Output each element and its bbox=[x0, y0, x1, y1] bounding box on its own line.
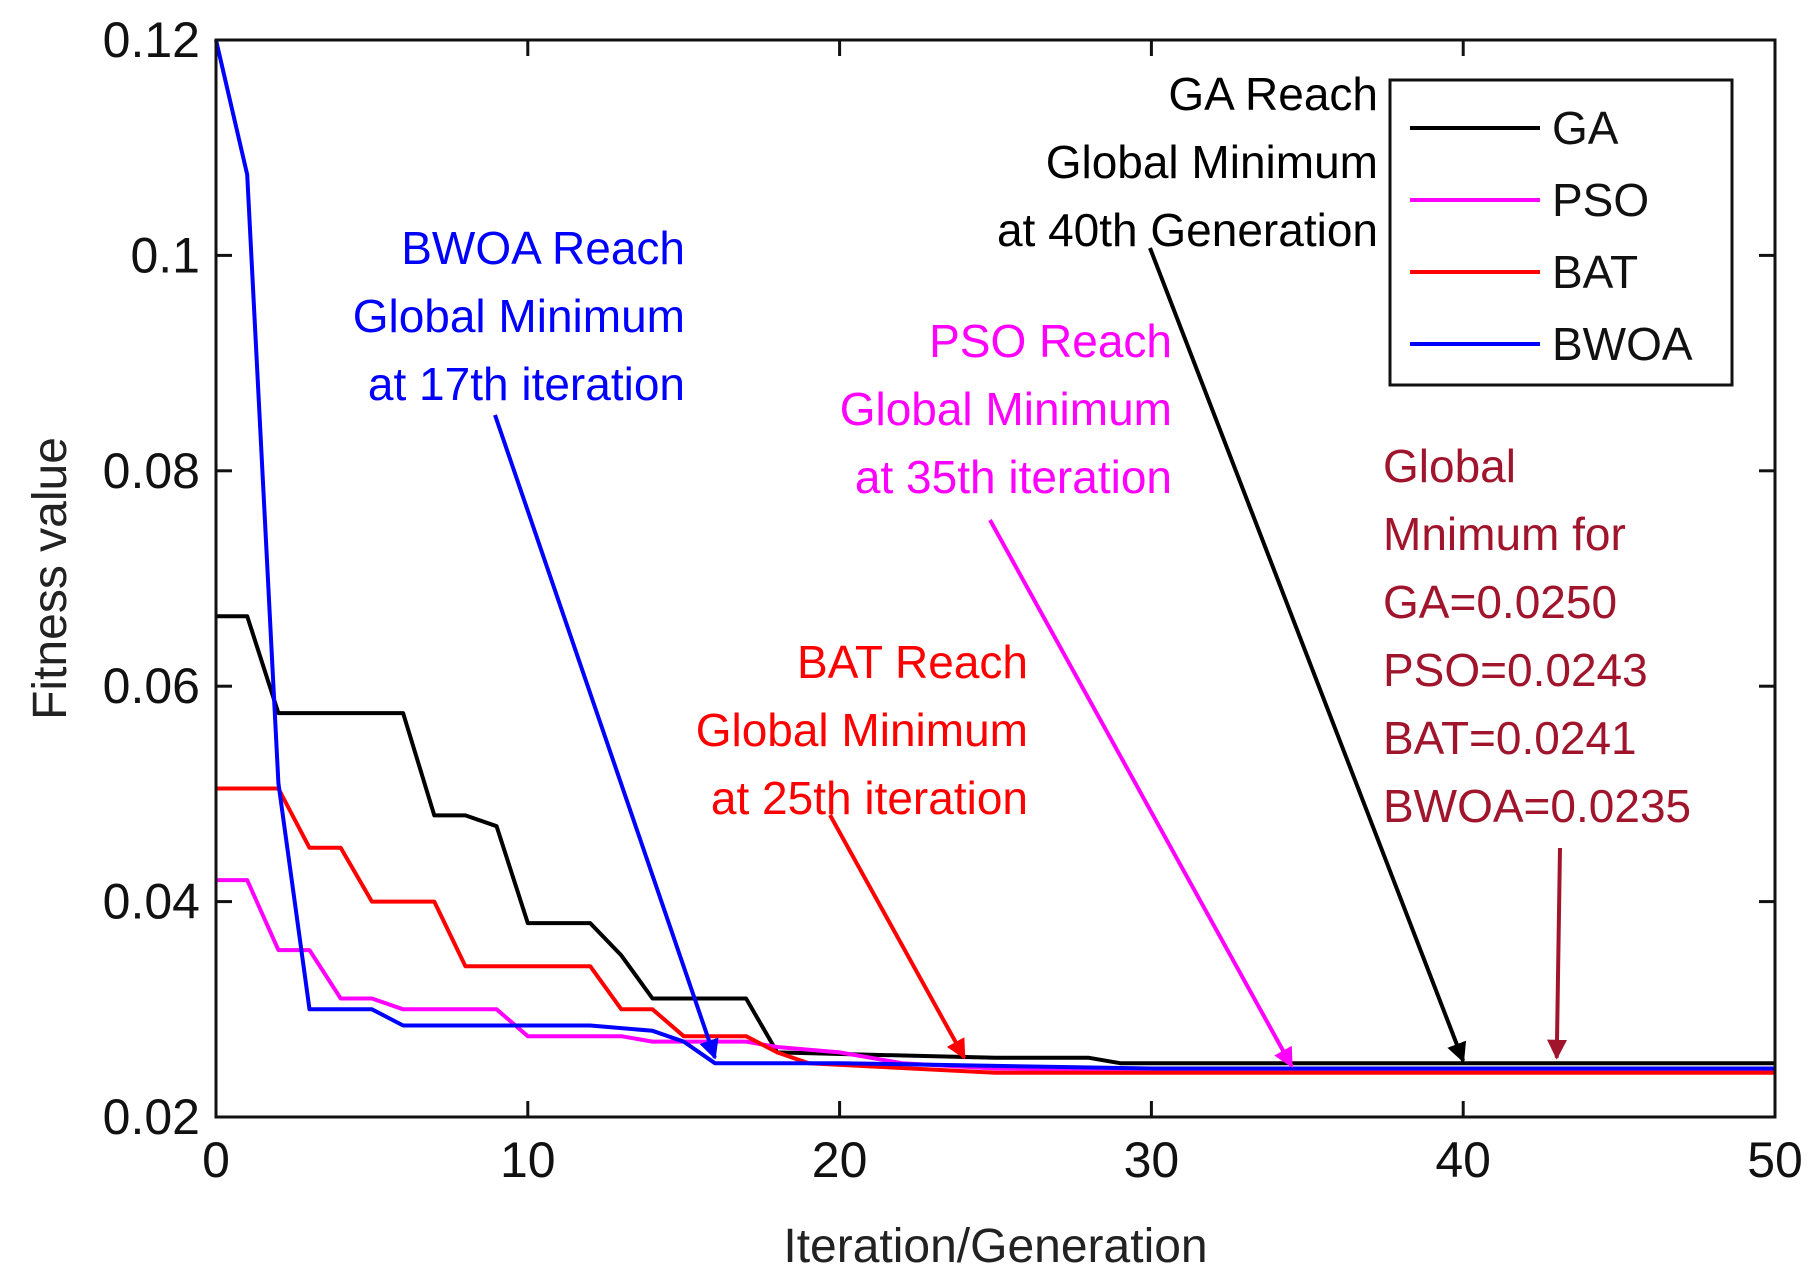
annotations-layer: GA Reach Global Minimum at 40th Generation… bbox=[353, 68, 1691, 1069]
annotation-summary-arrow bbox=[1547, 847, 1568, 1060]
annotation-pso-line: Global Minimum bbox=[840, 383, 1172, 435]
legend-item-pso: PSO bbox=[1410, 174, 1649, 226]
annotation-bat-arrow bbox=[828, 814, 967, 1060]
y-tick-label: 0.04 bbox=[103, 874, 200, 930]
annotation-pso: PSO Reach Global Minimum at 35th iteration bbox=[840, 315, 1294, 1069]
axes-layer: 0 10 20 30 40 50 0.02 0.04 0.06 0.08 0.1 0.12 bbox=[103, 12, 1803, 1188]
annotation-bwoa-arrow bbox=[493, 414, 719, 1060]
annotation-summary-line: BAT=0.0241 bbox=[1383, 712, 1637, 764]
annotation-bwoa-line: Global Minimum bbox=[353, 290, 685, 342]
series-line-pso bbox=[216, 878, 1775, 1073]
y-tick-label: 0.02 bbox=[103, 1089, 200, 1145]
y-tick-label: 0.08 bbox=[103, 443, 200, 499]
annotation-ga-line: at 40th Generation bbox=[997, 204, 1378, 256]
x-tick-label: 40 bbox=[1435, 1132, 1491, 1188]
x-tick-label: 30 bbox=[1124, 1132, 1180, 1188]
series-line-ga bbox=[216, 614, 1775, 1066]
annotation-pso-line: at 35th iteration bbox=[855, 451, 1172, 503]
legend-item-bat: BAT bbox=[1410, 246, 1638, 298]
y-tick-label: 0.06 bbox=[103, 658, 200, 714]
annotation-ga-line: GA Reach bbox=[1168, 68, 1378, 120]
legend-item-ga: GA bbox=[1410, 102, 1619, 154]
annotation-summary-line: Mnimum for bbox=[1383, 508, 1626, 560]
legend-label: BWOA bbox=[1552, 318, 1693, 370]
legend-label: BAT bbox=[1552, 246, 1638, 298]
annotation-ga: GA Reach Global Minimum at 40th Generation bbox=[997, 68, 1467, 1063]
y-axis-label: Fitness value bbox=[24, 437, 77, 720]
annotation-bat-line: BAT Reach bbox=[797, 636, 1028, 688]
x-tick-label: 20 bbox=[812, 1132, 868, 1188]
x-tick-label: 10 bbox=[500, 1132, 556, 1188]
axes-frame bbox=[214, 38, 1777, 1119]
x-tick-label: 50 bbox=[1747, 1132, 1803, 1188]
y-tick-label: 0.1 bbox=[130, 227, 200, 283]
legend-item-bwoa: BWOA bbox=[1410, 318, 1693, 370]
y-tick-label: 0.12 bbox=[103, 12, 200, 68]
legend-box bbox=[1388, 78, 1734, 387]
annotation-bat-line: at 25th iteration bbox=[711, 772, 1028, 824]
annotation-summary-line: GA=0.0250 bbox=[1383, 576, 1617, 628]
series-line-bwoa bbox=[214, 39, 1775, 1071]
legend: GA PSO BAT BWOA bbox=[1388, 78, 1734, 387]
annotation-bwoa: BWOA Reach Global Minimum at 17th iteratio… bbox=[353, 222, 719, 1060]
annotation-pso-line: PSO Reach bbox=[929, 315, 1172, 367]
annotation-pso-arrow bbox=[988, 519, 1294, 1069]
annotation-bat: BAT Reach Global Minimum at 25th iteration bbox=[696, 636, 1028, 1060]
annotation-bwoa-line: BWOA Reach bbox=[401, 222, 685, 274]
annotation-ga-line: Global Minimum bbox=[1046, 136, 1378, 188]
series-layer bbox=[214, 39, 1775, 1075]
x-tick-label: 0 bbox=[202, 1132, 230, 1188]
annotation-summary-line: PSO=0.0243 bbox=[1383, 644, 1648, 696]
annotation-summary-line: BWOA=0.0235 bbox=[1383, 780, 1691, 832]
legend-label: PSO bbox=[1552, 174, 1649, 226]
legend-label: GA bbox=[1552, 102, 1619, 154]
annotation-summary: Global Mnimum for GA=0.0250 PSO=0.0243 BAT=0… bbox=[1383, 440, 1691, 1060]
annotation-bwoa-line: at 17th iteration bbox=[368, 358, 685, 410]
annotation-ga-arrow bbox=[1148, 247, 1467, 1063]
annotation-summary-line: Global bbox=[1383, 440, 1516, 492]
annotation-bat-line: Global Minimum bbox=[696, 704, 1028, 756]
x-axis-label: Iteration/Generation bbox=[783, 1220, 1207, 1273]
